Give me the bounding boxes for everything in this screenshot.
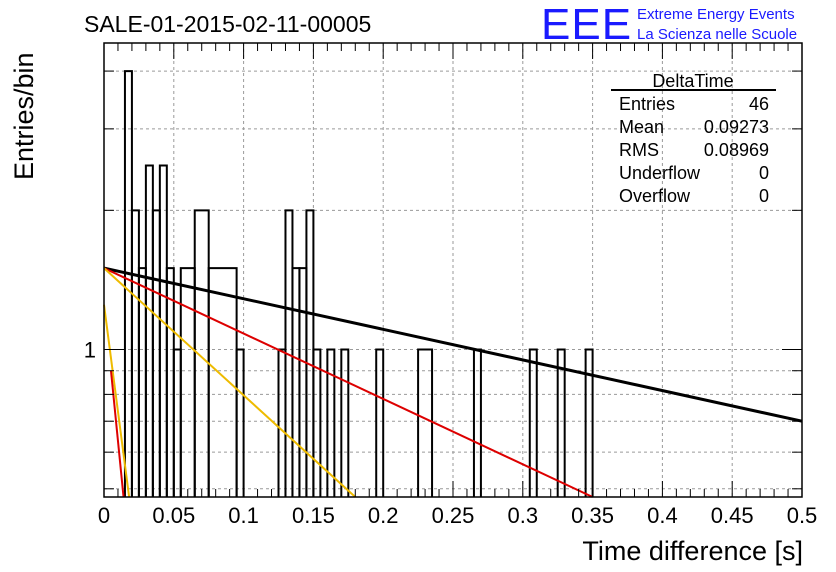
histogram-bin — [326, 348, 336, 497]
y-tick-labels: 1 — [84, 338, 96, 363]
stats-box: DeltaTime Entries 46 Mean 0.09273 RMS 0.08969… — [611, 71, 776, 206]
histogram-bin — [172, 348, 182, 497]
x-axis-title: Time difference [s] — [582, 536, 803, 566]
histogram-bin — [584, 348, 594, 497]
x-tick-label: 0.3 — [508, 503, 539, 528]
axis-ticks — [103, 43, 803, 497]
stats-value: 0.08969 — [704, 140, 769, 160]
x-tick-labels: 0 0.05 0.1 0.15 0.2 0.25 0.3 0.35 0.4 0.45 0.5 — [98, 503, 817, 528]
eee-logo: EEE Extreme Energy Events La Scienza nel… — [541, 0, 797, 49]
y-axis-title: Entries/bin — [9, 52, 39, 180]
histogram-bin — [144, 164, 154, 497]
fit-lines — [103, 266, 803, 498]
histogram-bin — [417, 348, 434, 497]
fit-line — [103, 267, 594, 498]
x-tick-label: 0.1 — [228, 503, 259, 528]
y-tick-label: 1 — [84, 338, 96, 363]
x-tick-label: 0 — [98, 503, 110, 528]
fit-line — [103, 266, 803, 423]
fit-line — [103, 304, 131, 498]
histogram-bin — [312, 348, 322, 497]
x-tick-label: 0.15 — [292, 503, 335, 528]
x-tick-label: 0.05 — [152, 503, 195, 528]
stats-label: Entries — [619, 94, 675, 114]
histogram-bin — [291, 267, 301, 497]
x-tick-label: 0.25 — [432, 503, 475, 528]
histogram-bin — [298, 267, 308, 497]
histogram-bin — [158, 164, 168, 497]
stats-label: RMS — [619, 140, 659, 160]
histogram-bin — [179, 267, 196, 497]
stats-value: 0 — [759, 186, 769, 206]
histogram-bin — [207, 267, 238, 497]
stats-value: 46 — [749, 94, 769, 114]
logo-line-2: La Scienza nelle Scuole — [637, 26, 797, 43]
chart-title: SALE-01-2015-02-11-00005 — [84, 11, 371, 37]
histogram-bin — [235, 348, 245, 497]
x-tick-label: 0.35 — [571, 503, 614, 528]
histogram-bin — [277, 348, 287, 497]
histogram-bin — [472, 348, 482, 497]
logo-mark: EEE — [541, 0, 632, 49]
stats-value: 0 — [759, 163, 769, 183]
fit-line — [109, 370, 125, 498]
histogram-bin — [340, 348, 350, 497]
x-tick-label: 0.2 — [368, 503, 399, 528]
x-tick-label: 0.5 — [787, 503, 818, 528]
histogram-bars — [123, 70, 594, 497]
histogram-bin — [165, 267, 175, 497]
histogram-bin — [123, 70, 133, 497]
stats-label: Overflow — [619, 186, 691, 206]
histogram-bin — [528, 348, 538, 497]
fit-line — [103, 267, 356, 498]
histogram-bin — [556, 348, 566, 497]
stats-label: Underflow — [619, 163, 701, 183]
stats-value: 0.09273 — [704, 117, 769, 137]
x-tick-label: 0.45 — [711, 503, 754, 528]
stats-name: DeltaTime — [652, 71, 733, 91]
histogram-bin — [375, 348, 385, 497]
logo-line-1: Extreme Energy Events — [637, 6, 795, 23]
histogram-bin — [151, 209, 161, 497]
stats-label: Mean — [619, 117, 664, 137]
histogram-bin — [130, 209, 140, 497]
x-tick-label: 0.4 — [647, 503, 678, 528]
